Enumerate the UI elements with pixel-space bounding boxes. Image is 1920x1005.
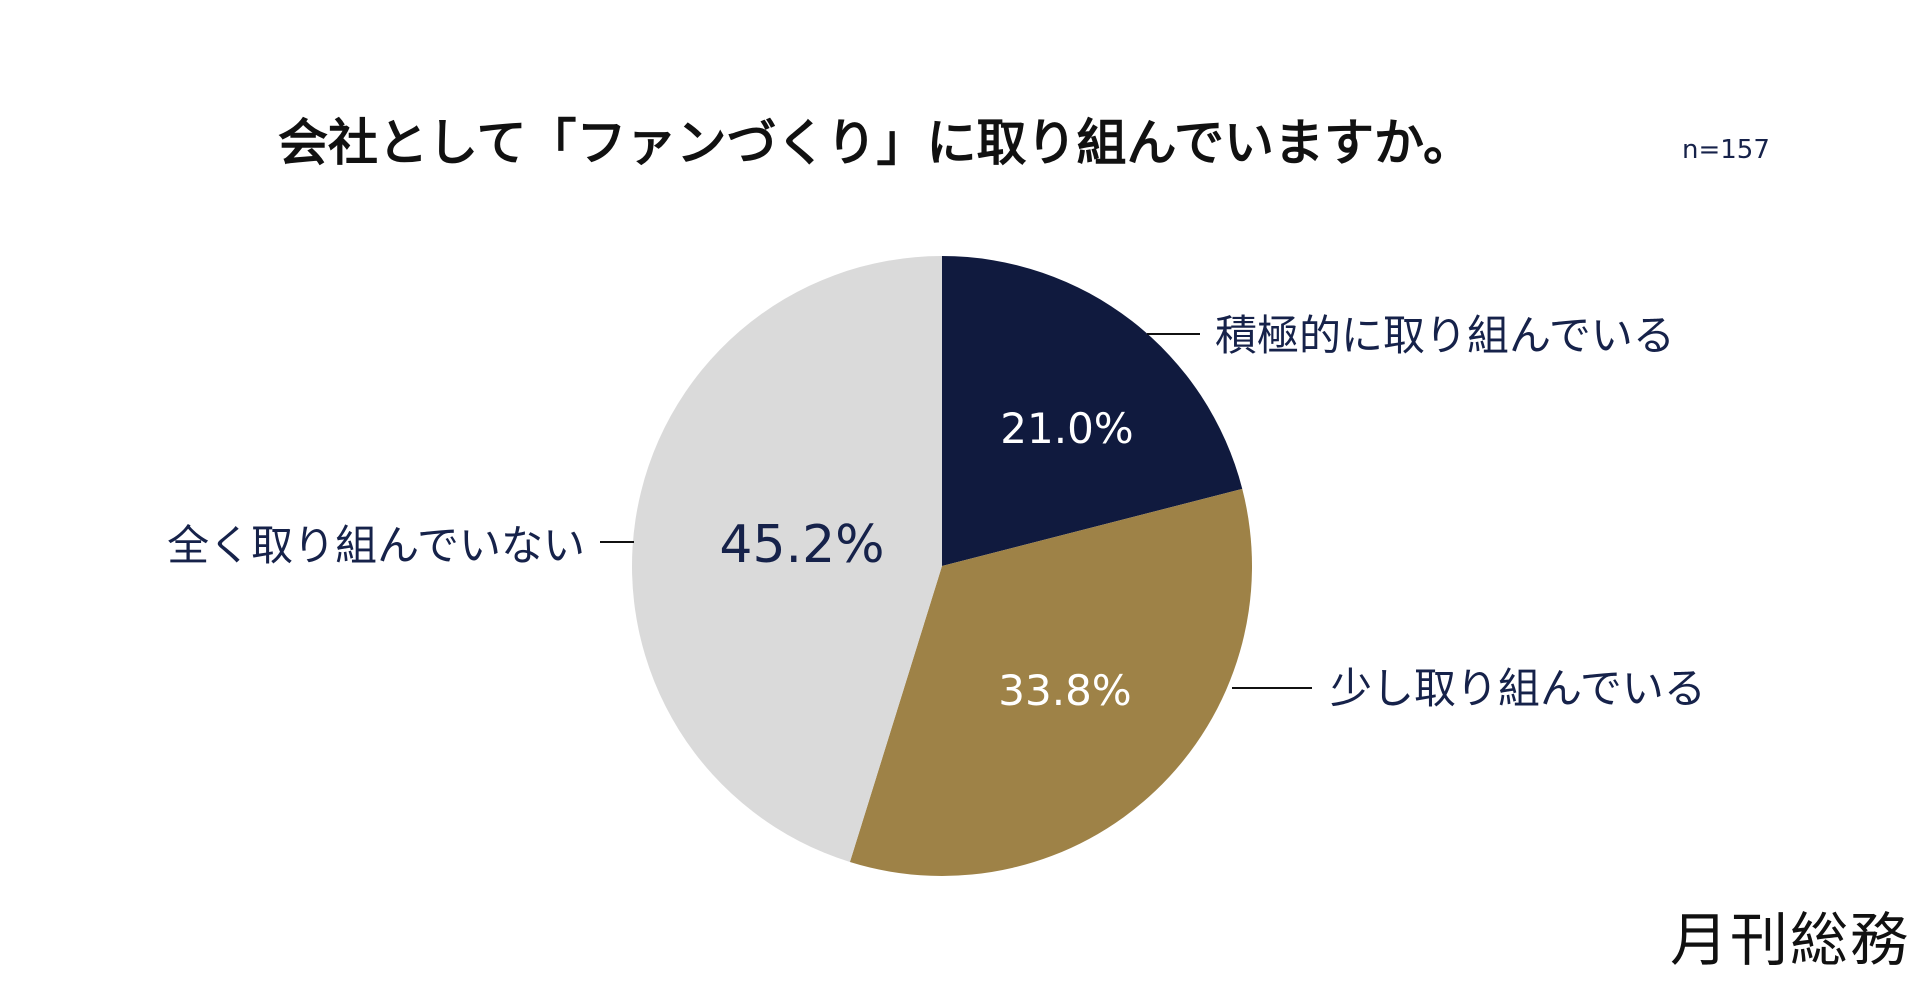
value-label-none: 45.2% xyxy=(719,515,884,575)
sample-size-label: n=157 xyxy=(1682,135,1770,165)
chart-title: 会社として「ファンづくり」に取り組んでいますか。 xyxy=(278,114,1473,172)
category-label-active: 積極的に取り組んでいる xyxy=(1215,311,1675,360)
brand-logo: 月刊総務 xyxy=(1670,906,1910,974)
slice-active xyxy=(942,256,1243,566)
slice-labels: 21.0% 積極的に取り組んでいる 33.8% 少し取り組んでいる 45.2% 全く取り組… xyxy=(167,311,1706,715)
leader-lines xyxy=(600,333,1312,689)
value-label-some: 33.8% xyxy=(998,666,1131,715)
slice-some xyxy=(849,488,1252,876)
value-label-active: 21.0% xyxy=(1000,404,1133,453)
category-label-some: 少し取り組んでいる xyxy=(1330,664,1706,713)
pie-slices xyxy=(632,256,1252,876)
slice-none xyxy=(632,256,942,863)
category-label-none: 全く取り組んでいない xyxy=(167,521,585,570)
